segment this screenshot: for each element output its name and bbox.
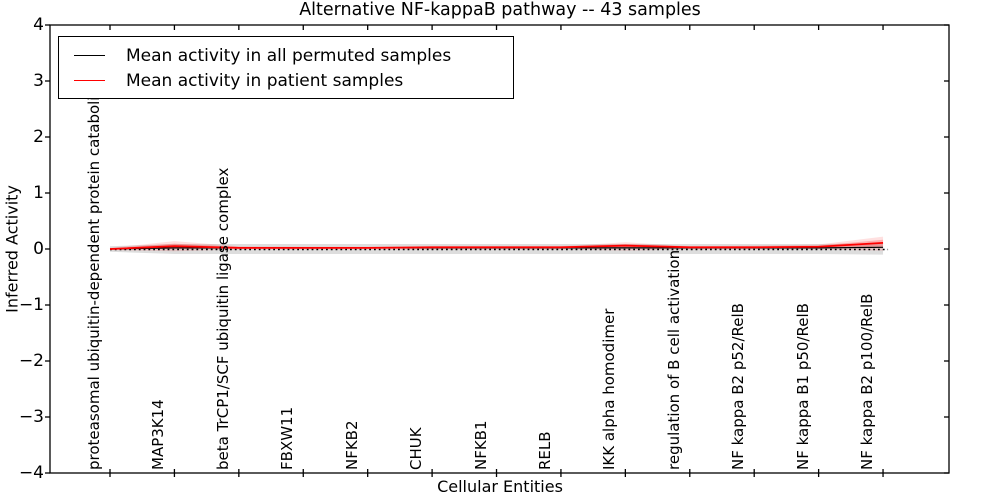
y-tick-label: −4 bbox=[18, 463, 44, 483]
legend-label-patient: Mean activity in patient samples bbox=[126, 70, 404, 91]
y-tick-label: 1 bbox=[33, 183, 44, 203]
y-tick-label: −3 bbox=[18, 407, 44, 427]
x-tick-label: beta TrCP1/SCF ubiquitin ligase complex bbox=[213, 167, 232, 470]
legend-item-patient: Mean activity in patient samples bbox=[59, 68, 513, 93]
chart-title: Alternative NF-kappaB pathway -- 43 samp… bbox=[299, 0, 701, 20]
x-tick-label: NF kappa B2 p52/RelB bbox=[729, 303, 748, 470]
x-tick-label: RELB bbox=[535, 431, 554, 470]
legend-item-permuted: Mean activity in all permuted samples bbox=[59, 43, 513, 68]
x-axis-label: Cellular Entities bbox=[437, 477, 563, 496]
y-tick-label: −1 bbox=[18, 295, 44, 315]
x-tick-label: NF kappa B1 p50/RelB bbox=[793, 303, 812, 470]
x-tick-label: proteasomal ubiquitin-dependent protein … bbox=[85, 67, 103, 470]
x-tick-label: CHUK bbox=[407, 427, 426, 470]
y-tick-label: 3 bbox=[33, 71, 44, 91]
x-tick-label: FBXW11 bbox=[278, 406, 297, 470]
x-tick-label: NF kappa B2 p100/RelB bbox=[858, 293, 877, 470]
legend-line-black-icon bbox=[74, 55, 105, 56]
x-tick-label: NFKB1 bbox=[471, 420, 490, 470]
x-tick-label: NFKB2 bbox=[342, 420, 361, 470]
band-permuted bbox=[110, 243, 884, 255]
x-tick-label: IKK alpha homodimer bbox=[600, 308, 619, 470]
y-tick-label: 0 bbox=[33, 239, 44, 259]
x-tick-label: regulation of B cell activation bbox=[664, 249, 683, 470]
line-patient bbox=[109, 241, 884, 250]
legend-line-red-icon bbox=[74, 80, 105, 81]
legend-label-permuted: Mean activity in all permuted samples bbox=[126, 45, 452, 66]
x-tick-label: MAP3K14 bbox=[149, 399, 168, 470]
legend: Mean activity in all permuted samples Me… bbox=[58, 36, 514, 99]
y-tick-label: −2 bbox=[18, 351, 44, 371]
y-tick-label: 2 bbox=[33, 127, 44, 147]
y-tick-label: 4 bbox=[33, 15, 44, 35]
